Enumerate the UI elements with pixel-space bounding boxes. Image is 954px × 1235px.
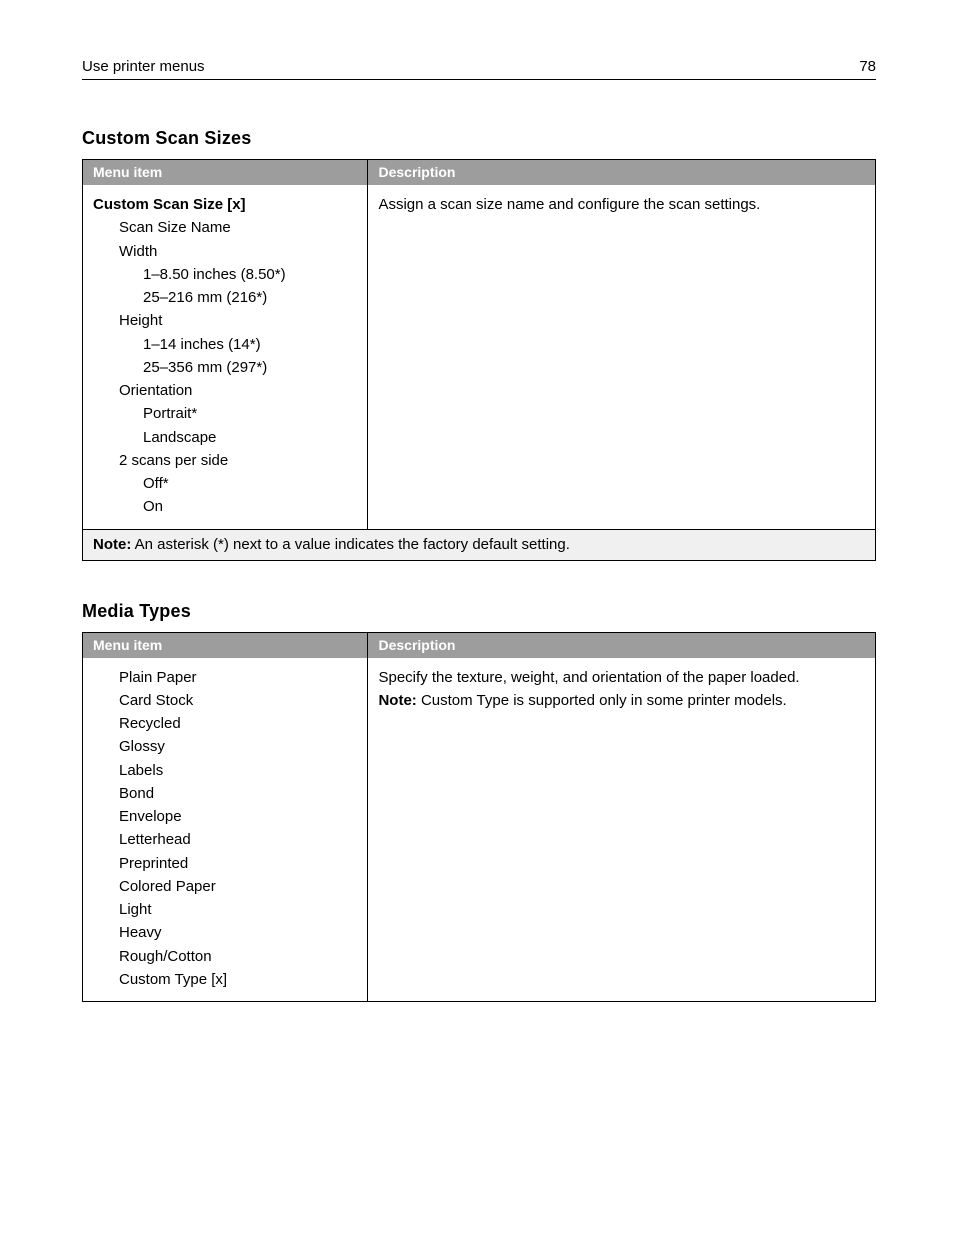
description-line: Specify the texture, weight, and orienta… <box>378 666 865 689</box>
breadcrumb: Use printer menus <box>82 58 205 75</box>
table-footnote: Note: An asterisk (*) next to a value in… <box>83 529 876 560</box>
menu-item: Heavy <box>93 921 357 944</box>
table-row: Plain PaperCard StockRecycledGlossyLabel… <box>83 658 876 1002</box>
description-cell: Specify the texture, weight, and orienta… <box>368 658 876 1002</box>
menu-item: Off* <box>93 472 357 495</box>
page: Use printer menus 78 Custom Scan Sizes M… <box>0 0 954 1235</box>
menu-item: Plain Paper <box>93 666 357 689</box>
menu-item: Scan Size Name <box>93 216 357 239</box>
menu-item: Height <box>93 309 357 332</box>
table-custom-scan-sizes: Menu item Description Custom Scan Size [… <box>82 159 876 561</box>
menu-item: Landscape <box>93 426 357 449</box>
menu-item-cell: Plain PaperCard StockRecycledGlossyLabel… <box>83 658 368 1002</box>
footnote-label: Note: <box>93 536 131 553</box>
col-header-menu-item: Menu item <box>83 160 368 186</box>
description-line: Note: Custom Type is supported only in s… <box>378 689 865 712</box>
menu-item: Colored Paper <box>93 875 357 898</box>
menu-item: 25–216 mm (216*) <box>93 286 357 309</box>
col-header-description: Description <box>368 632 876 658</box>
menu-item: Custom Type [x] <box>93 968 357 991</box>
menu-item: Orientation <box>93 379 357 402</box>
menu-item: On <box>93 495 357 518</box>
table-media-types: Menu item Description Plain PaperCard St… <box>82 632 876 1003</box>
menu-item: Rough/Cotton <box>93 945 357 968</box>
menu-item: 1–14 inches (14*) <box>93 333 357 356</box>
menu-item: Letterhead <box>93 828 357 851</box>
page-header: Use printer menus 78 <box>82 58 876 80</box>
menu-item: 2 scans per side <box>93 449 357 472</box>
menu-item: Glossy <box>93 735 357 758</box>
menu-item: Recycled <box>93 712 357 735</box>
menu-item-cell: Custom Scan Size [x]Scan Size NameWidth1… <box>83 185 368 529</box>
menu-item: Preprinted <box>93 852 357 875</box>
table-header-row: Menu item Description <box>83 632 876 658</box>
col-header-menu-item: Menu item <box>83 632 368 658</box>
description-text: Specify the texture, weight, and orienta… <box>378 669 799 686</box>
menu-item: Card Stock <box>93 689 357 712</box>
note-label: Note: <box>378 692 416 709</box>
menu-item-list: Plain PaperCard StockRecycledGlossyLabel… <box>93 666 357 992</box>
description-list: Assign a scan size name and configure th… <box>378 193 865 216</box>
description-text: Assign a scan size name and configure th… <box>378 196 760 213</box>
page-number: 78 <box>859 58 876 75</box>
menu-item: Bond <box>93 782 357 805</box>
description-cell: Assign a scan size name and configure th… <box>368 185 876 529</box>
menu-item: Width <box>93 240 357 263</box>
table-row: Custom Scan Size [x]Scan Size NameWidth1… <box>83 185 876 529</box>
menu-item: Envelope <box>93 805 357 828</box>
menu-item: Custom Scan Size [x] <box>93 193 357 216</box>
menu-item: Labels <box>93 759 357 782</box>
table-footnote-row: Note: An asterisk (*) next to a value in… <box>83 529 876 560</box>
menu-item: 1–8.50 inches (8.50*) <box>93 263 357 286</box>
col-header-description: Description <box>368 160 876 186</box>
table-header-row: Menu item Description <box>83 160 876 186</box>
footnote-text: An asterisk (*) next to a value indicate… <box>131 536 570 553</box>
description-text: Custom Type is supported only in some pr… <box>417 692 787 709</box>
menu-item: 25–356 mm (297*) <box>93 356 357 379</box>
description-list: Specify the texture, weight, and orienta… <box>378 666 865 713</box>
menu-item: Portrait* <box>93 402 357 425</box>
section-heading-custom-scan-sizes: Custom Scan Sizes <box>82 128 876 149</box>
description-line: Assign a scan size name and configure th… <box>378 193 865 216</box>
menu-item-list: Custom Scan Size [x]Scan Size NameWidth1… <box>93 193 357 519</box>
menu-item: Light <box>93 898 357 921</box>
section-heading-media-types: Media Types <box>82 601 876 622</box>
